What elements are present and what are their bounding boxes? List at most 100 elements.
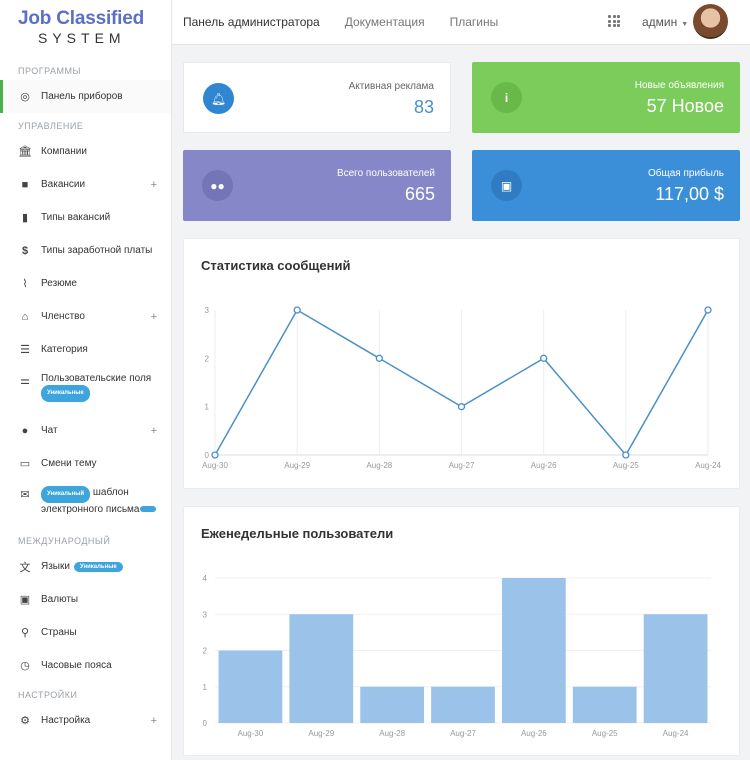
expand-icon[interactable]: +	[150, 714, 157, 727]
y-tick-label: 0	[203, 719, 208, 728]
stat-label: Общая прибыль	[647, 168, 724, 179]
top-navbar: Панель администратора Документация Плаги…	[172, 0, 750, 45]
sidebar-item-label: Валюты	[41, 594, 79, 605]
sidebar: Job Classified SYSTEM ПРОГРАММЫ ◎ Панель…	[0, 0, 172, 760]
x-tick-label: Aug-26	[531, 461, 557, 470]
stat-label: Всего пользователей	[336, 168, 435, 179]
caret-down-icon: ▼	[681, 21, 689, 28]
x-tick-label: Aug-24	[695, 461, 721, 470]
section-settings: НАСТРОЙКИ	[18, 690, 78, 700]
dashboard-icon: ◎	[20, 91, 30, 103]
bank-icon: 🏛	[18, 146, 32, 158]
stat-value: 665	[404, 184, 435, 204]
list-icon: ☰	[20, 344, 30, 356]
sidebar-item-theme[interactable]: ▭ Смени тему	[0, 447, 171, 480]
envelope-icon: ✉	[20, 488, 30, 501]
sidebar-item-settings[interactable]: ⚙ Настройка +	[0, 704, 171, 737]
messages-chart-panel: Статистика сообщений Aug-30 Aug-29 Aug-28 A…	[183, 238, 740, 489]
y-tick-label: 0	[205, 451, 210, 460]
bar	[572, 686, 637, 723]
map-pin-icon: ⚲	[20, 627, 30, 639]
sidebar-item-salary-types[interactable]: $ Типы заработной платы	[0, 234, 171, 267]
gear-icon: ⚙	[20, 715, 30, 727]
y-tick-label: 4	[203, 574, 208, 583]
sidebar-item-category[interactable]: ☰ Категория	[0, 333, 171, 366]
monitor-icon: ▭	[19, 458, 31, 470]
x-tick-label: Aug-25	[613, 461, 639, 470]
briefcase-icon: ■	[21, 178, 29, 191]
data-point	[622, 451, 630, 459]
avatar[interactable]	[693, 4, 728, 39]
sidebar-item-label: Панель приборов	[41, 91, 123, 102]
paperclip-icon: ⌇	[22, 278, 28, 290]
sidebar-item-resume[interactable]: ⌇ Резюме	[0, 267, 171, 300]
logo-title: Job Classified	[18, 8, 145, 29]
sidebar-item-companies[interactable]: 🏛 Компании	[0, 135, 171, 168]
logo-subtitle: SYSTEM	[38, 30, 126, 46]
section-management: УПРАВЛЕНИЕ	[18, 121, 84, 131]
nav-admin-panel[interactable]: Панель администратора	[183, 15, 320, 29]
x-tick-label: Aug-25	[592, 729, 618, 738]
sidebar-item-label: Часовые пояса	[41, 660, 112, 671]
x-tick-label: Aug-27	[450, 729, 476, 738]
sidebar-item-job-types[interactable]: ▮ Типы вакансий	[0, 201, 171, 234]
logo[interactable]: Job Classified SYSTEM	[0, 0, 171, 58]
apps-grid-icon[interactable]	[608, 15, 620, 27]
section-programs: ПРОГРАММЫ	[18, 66, 82, 76]
nav-plugins[interactable]: Плагины	[449, 15, 499, 29]
y-tick-label: 1	[205, 403, 210, 412]
data-point	[457, 403, 466, 411]
data-point	[704, 306, 712, 314]
y-tick-label: 1	[203, 683, 208, 692]
stat-label: Новые объявления	[634, 80, 724, 91]
sidebar-item-label: Членство	[41, 311, 85, 322]
stat-card-total-users: ●● Всего пользователей 665	[183, 150, 451, 221]
sidebar-item-label: Чат	[41, 425, 58, 436]
user-menu[interactable]: админ ▼	[642, 15, 688, 29]
chart-title: Статистика сообщений	[201, 258, 351, 273]
chart-title: Еженедельные пользователи	[201, 526, 394, 541]
sidebar-item-label: Вакансии	[41, 179, 86, 190]
sidebar-item-currencies[interactable]: ▣ Валюты	[0, 583, 171, 616]
expand-icon[interactable]: +	[150, 178, 157, 191]
sidebar-item-languages[interactable]: 文 Языки Уникальные	[0, 550, 171, 583]
x-tick-label: Aug-29	[308, 729, 334, 738]
nav-documentation[interactable]: Документация	[344, 15, 425, 29]
wechat-icon: ●	[21, 424, 29, 437]
sidebar-item-custom-fields[interactable]: ⚌ Пользовательские поля Уникальные	[0, 366, 171, 414]
weekly-users-bar-chart: 0 1 2 3 4 Aug-30 Aug-29 Aug-28 Aug-27 Aug-26 Aug-2…	[203, 574, 711, 738]
sidebar-item-timezones[interactable]: ◷ Часовые пояса	[0, 649, 171, 682]
section-international: МЕЖДУНАРОДНЫЙ	[18, 536, 111, 546]
sidebar-item-label: Языки	[41, 561, 70, 572]
sidebar-item-email-template[interactable]: ✉ Уникальный шаблон электронного письма	[0, 480, 171, 528]
x-tick-label: Aug-30	[238, 729, 264, 738]
sidebar-item-label: Типы заработной платы	[41, 245, 153, 256]
unique-badge: Уникальные	[73, 561, 123, 572]
y-tick-label: 3	[205, 306, 210, 315]
sidebar-item-membership[interactable]: ⌂ Членство +	[0, 300, 171, 333]
y-tick-label: 2	[205, 354, 210, 363]
x-tick-label: Aug-28	[379, 729, 405, 738]
sidebar-item-dashboard[interactable]: ◎ Панель приборов	[0, 80, 171, 113]
sliders-icon: ⚌	[20, 374, 30, 387]
x-tick-label: Aug-30	[202, 461, 228, 470]
x-tick-label: Aug-27	[449, 461, 475, 470]
stat-value: 83	[413, 97, 434, 117]
stat-card-active-ads: 🔔︎ Активная реклама 83	[183, 62, 451, 133]
sidebar-item-label: шаблон	[92, 487, 129, 498]
bar	[501, 578, 566, 723]
info-icon: i	[491, 82, 522, 113]
weekly-users-chart-panel: Еженедельные пользователи 0 1 2 3 4 Aug-30 Aug…	[183, 506, 740, 756]
sidebar-item-jobs[interactable]: ■ Вакансии +	[0, 168, 171, 201]
expand-icon[interactable]: +	[150, 424, 157, 437]
suitcase-icon: ▮	[21, 212, 29, 224]
data-point	[211, 451, 219, 459]
stat-card-new-listings: i Новые объявления 57 Новое	[472, 62, 740, 133]
x-tick-label: Aug-24	[663, 729, 689, 738]
sidebar-item-countries[interactable]: ⚲ Страны	[0, 616, 171, 649]
data-point	[375, 354, 383, 362]
expand-icon[interactable]: +	[150, 310, 157, 323]
sidebar-item-chat[interactable]: ● Чат +	[0, 414, 171, 447]
bag-icon: ⌂	[21, 310, 29, 323]
users-icon: ●●	[202, 170, 233, 201]
